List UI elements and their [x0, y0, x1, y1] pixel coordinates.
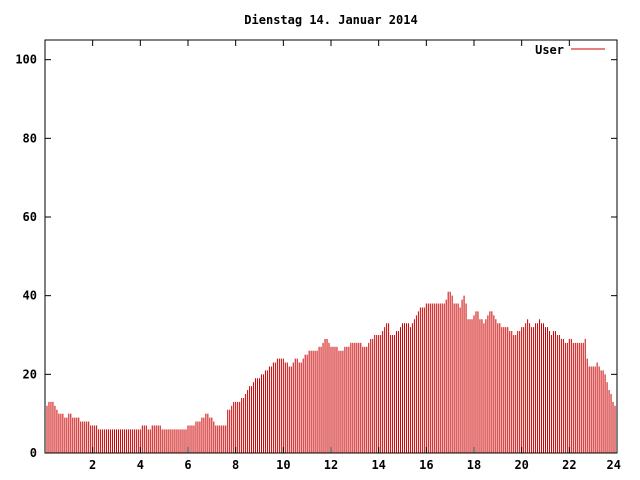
y-axis: 0 20 40 60 80 100	[15, 53, 617, 460]
x-tick-label: 14	[371, 458, 385, 472]
y-tick-label: 0	[30, 446, 37, 460]
y-tick-label: 40	[23, 289, 37, 303]
plot-frame	[44, 39, 618, 454]
x-tick-label: 12	[324, 458, 338, 472]
legend: User	[535, 43, 605, 57]
y-tick-label: 60	[23, 210, 37, 224]
x-axis: 2 4 6 8 10 12 14 16 18 20 22 24	[89, 40, 621, 472]
x-tick-label: 16	[419, 458, 433, 472]
y-tick-label: 20	[23, 367, 37, 381]
x-tick-label: 22	[562, 458, 576, 472]
x-tick-label: 20	[514, 458, 528, 472]
chart-title: Dienstag 14. Januar 2014	[244, 13, 417, 27]
y-tick-label: 80	[23, 131, 37, 145]
x-tick-label: 18	[467, 458, 481, 472]
y-tick-label: 100	[15, 53, 37, 67]
x-tick-label: 24	[607, 458, 621, 472]
legend-label-user: User	[535, 43, 564, 57]
x-tick-label: 6	[184, 458, 191, 472]
x-tick-label: 8	[232, 458, 239, 472]
x-tick-label: 2	[89, 458, 96, 472]
x-tick-label: 10	[276, 458, 290, 472]
bar-series-user	[44, 291, 616, 453]
x-tick-label: 4	[137, 458, 144, 472]
